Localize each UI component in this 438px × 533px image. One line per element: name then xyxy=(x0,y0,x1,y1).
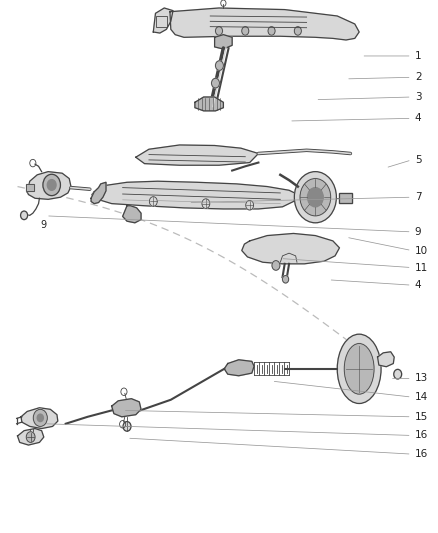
Ellipse shape xyxy=(344,344,374,394)
Circle shape xyxy=(242,27,249,35)
Circle shape xyxy=(268,27,275,35)
Text: 2: 2 xyxy=(415,72,421,82)
Circle shape xyxy=(307,188,323,207)
Text: 1: 1 xyxy=(415,51,421,61)
Text: 3: 3 xyxy=(415,92,421,102)
Polygon shape xyxy=(92,181,298,209)
Ellipse shape xyxy=(337,334,381,403)
Circle shape xyxy=(212,78,219,88)
Text: 13: 13 xyxy=(415,374,428,383)
Bar xyxy=(26,184,34,191)
Circle shape xyxy=(272,261,280,270)
Circle shape xyxy=(202,199,210,208)
Circle shape xyxy=(149,197,157,206)
Circle shape xyxy=(294,172,336,223)
Text: 16: 16 xyxy=(415,449,428,459)
Text: 7: 7 xyxy=(415,192,421,202)
Circle shape xyxy=(37,414,43,422)
Text: 4: 4 xyxy=(415,114,421,123)
Circle shape xyxy=(283,276,289,283)
Polygon shape xyxy=(136,145,258,165)
Text: 14: 14 xyxy=(415,392,428,402)
Text: 5: 5 xyxy=(415,155,421,165)
Circle shape xyxy=(215,61,223,70)
Text: 16: 16 xyxy=(415,431,428,440)
Polygon shape xyxy=(91,182,106,204)
Polygon shape xyxy=(195,97,223,111)
Text: 11: 11 xyxy=(415,263,428,272)
Circle shape xyxy=(43,174,60,196)
Polygon shape xyxy=(378,352,394,367)
Circle shape xyxy=(33,409,47,426)
Circle shape xyxy=(394,369,402,379)
Circle shape xyxy=(246,200,254,210)
Circle shape xyxy=(26,432,35,442)
Polygon shape xyxy=(224,360,254,376)
Circle shape xyxy=(215,27,223,35)
Circle shape xyxy=(294,27,301,35)
Polygon shape xyxy=(215,35,232,49)
Circle shape xyxy=(300,179,331,216)
Circle shape xyxy=(21,211,28,220)
Polygon shape xyxy=(21,408,58,429)
Polygon shape xyxy=(242,233,339,264)
Polygon shape xyxy=(112,399,141,417)
Bar xyxy=(156,16,167,27)
Text: 15: 15 xyxy=(415,412,428,422)
Circle shape xyxy=(123,422,131,431)
Text: 10: 10 xyxy=(415,246,428,255)
Polygon shape xyxy=(27,172,71,199)
Text: 9: 9 xyxy=(41,220,47,230)
Polygon shape xyxy=(18,429,44,445)
Bar xyxy=(339,193,352,203)
Text: 4: 4 xyxy=(415,280,421,290)
Bar xyxy=(339,193,352,203)
Polygon shape xyxy=(153,8,173,33)
Bar xyxy=(26,184,34,191)
Text: 9: 9 xyxy=(415,227,421,237)
Polygon shape xyxy=(170,8,359,40)
Polygon shape xyxy=(123,206,141,223)
Circle shape xyxy=(47,180,56,190)
